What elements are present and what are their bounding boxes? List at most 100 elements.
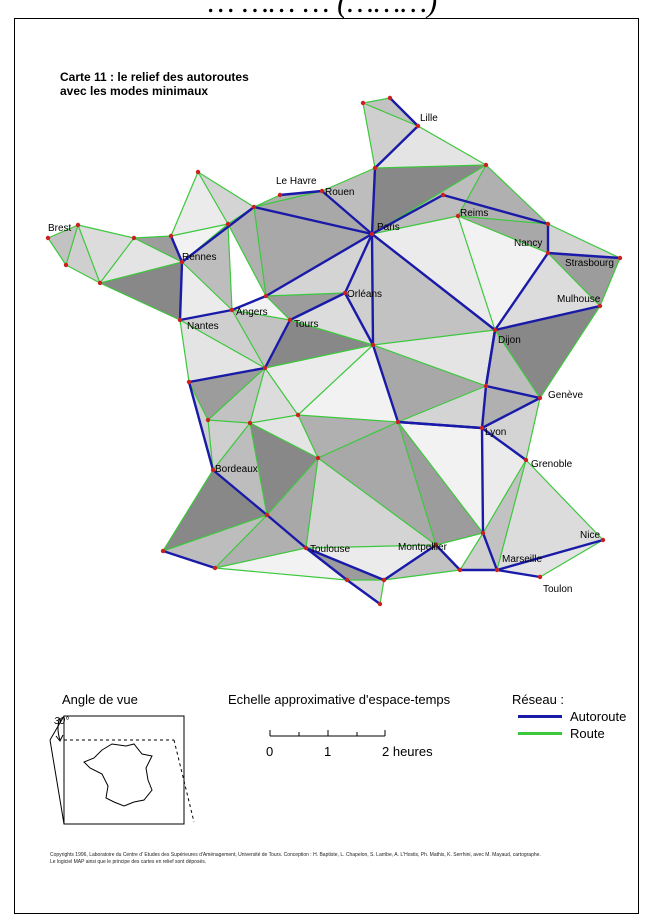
city-node: [545, 250, 551, 256]
route-segment: [77, 224, 135, 239]
city-node: [372, 165, 378, 171]
city-label: Rennes: [182, 252, 216, 263]
city-node: [370, 342, 376, 348]
legend-route-label: Route: [570, 726, 605, 741]
city-node: [263, 293, 269, 299]
route-segment: [397, 385, 487, 423]
autoroute-segment: [179, 232, 373, 322]
credits: Copyrights 1996, Laboratoire du Centre d…: [50, 852, 640, 866]
route-segment: [214, 514, 268, 569]
city-label: Montpellier: [398, 542, 448, 553]
view-angle-value: 30°: [54, 716, 69, 727]
route-segment: [485, 164, 549, 225]
route-segment: [253, 206, 267, 297]
scale-tick-0: 0: [266, 744, 273, 759]
route-segment: [264, 367, 299, 416]
city-label: Reims: [460, 208, 488, 219]
city-label: Orléans: [347, 289, 382, 300]
relief-triangles: [47, 97, 621, 605]
city-label: Le Havre: [276, 176, 317, 187]
autoroute-segment: [178, 261, 184, 321]
city-node: [537, 574, 543, 580]
scale-tick-2: 2 heures: [382, 744, 433, 759]
route-segment: [297, 344, 374, 416]
route-segment: [547, 223, 621, 259]
route-segment: [47, 224, 79, 239]
route-segment: [227, 223, 233, 311]
city-label: Genève: [548, 390, 583, 401]
city-node: [597, 303, 603, 309]
route-segment: [133, 235, 172, 239]
route-segment: [525, 459, 604, 541]
map-title-line-1: Carte 11 : le relief des autoroutes: [60, 70, 249, 84]
city-label: Mulhouse: [557, 294, 601, 305]
route-segment: [99, 261, 183, 284]
city-node: [494, 567, 500, 573]
city-node: [483, 162, 489, 168]
city-node: [457, 567, 463, 573]
city-node: [262, 365, 268, 371]
city-node: [75, 222, 81, 228]
city-node: [212, 565, 218, 571]
legend-title: Réseau :: [512, 692, 565, 707]
credits-line-2: Le logiciel MAP ainsi que le principe de…: [50, 859, 207, 865]
route-segment: [133, 237, 183, 263]
city-node: [600, 537, 606, 543]
city-node: [229, 307, 235, 313]
city-node: [210, 467, 216, 473]
route-segment: [212, 422, 251, 471]
route-segment: [482, 459, 527, 534]
autoroute-segment: [397, 420, 483, 430]
route-segment: [77, 224, 101, 284]
route-segment: [539, 305, 601, 399]
city-node: [295, 412, 301, 418]
city-label: Toulouse: [310, 544, 350, 555]
city-node: [369, 231, 375, 237]
city-node: [168, 233, 174, 239]
city-node: [63, 262, 69, 268]
city-node: [415, 123, 421, 129]
city-label: Brest: [48, 223, 72, 234]
route-segment: [321, 167, 376, 192]
route-segment: [435, 532, 484, 546]
autoroute-segment: [169, 205, 373, 264]
autoroute-segment: [484, 329, 497, 387]
route-segment: [362, 102, 376, 169]
route-segment: [181, 261, 233, 311]
city-label: Angers: [236, 307, 268, 318]
route-segment: [362, 102, 419, 127]
city-node: [395, 419, 401, 425]
route-segment: [266, 457, 319, 516]
route-segment: [162, 469, 214, 552]
city-node: [319, 188, 325, 194]
route-segment: [417, 125, 487, 166]
city-node: [264, 512, 270, 518]
city-node: [131, 235, 137, 241]
route-segment: [305, 457, 319, 549]
city-node: [160, 548, 166, 554]
route-segment: [170, 171, 199, 237]
route-segment: [231, 309, 291, 321]
city-node: [303, 545, 309, 551]
route-segment: [227, 223, 267, 297]
city-node: [433, 542, 439, 548]
route-segment: [253, 190, 323, 208]
city-node: [381, 577, 387, 583]
route-segment: [253, 194, 281, 208]
route-segment: [539, 539, 604, 578]
city-node: [177, 317, 183, 323]
route-segment: [179, 319, 266, 369]
route-segment: [188, 381, 209, 421]
city-label: Rouen: [325, 187, 354, 198]
autoroute-segment: [305, 543, 541, 582]
route-segment: [289, 319, 374, 346]
route-segment: [362, 97, 391, 104]
route-segment: [496, 459, 527, 571]
credits-line-1: Copyrights 1996, Laboratoire du Centre d…: [50, 852, 541, 858]
city-node: [523, 457, 529, 463]
scale-title: Echelle approximative d'espace-temps: [228, 692, 451, 707]
route-segment: [179, 319, 190, 383]
scale-bar: 0 1 2 heures: [266, 730, 433, 759]
legend-route: Route: [518, 726, 605, 741]
